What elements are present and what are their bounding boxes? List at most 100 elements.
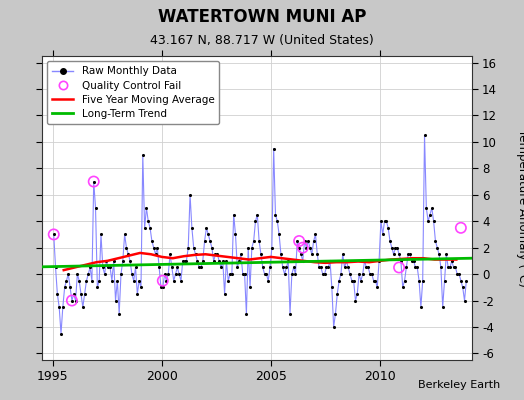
Point [284, 258, 292, 264]
Point [280, 271, 289, 277]
Point [64, 271, 72, 277]
Point [368, 271, 376, 277]
Point [397, 258, 405, 264]
Point [460, 297, 468, 304]
Point [204, 231, 212, 238]
Point [395, 251, 403, 258]
Point [409, 258, 418, 264]
Point [351, 297, 359, 304]
Point [366, 271, 374, 277]
Point [221, 291, 229, 297]
Point [226, 271, 234, 277]
Point [208, 244, 216, 251]
Point [224, 278, 233, 284]
Point [279, 264, 287, 271]
Point [82, 278, 91, 284]
Point [350, 278, 358, 284]
Point [159, 278, 167, 284]
Point [440, 278, 449, 284]
Point [378, 231, 387, 238]
Point [95, 278, 103, 284]
Point [433, 244, 441, 251]
Point [149, 244, 158, 251]
Point [282, 264, 291, 271]
Point [455, 271, 463, 277]
Point [135, 278, 144, 284]
Point [355, 271, 363, 277]
Point [266, 264, 274, 271]
Point [188, 225, 196, 231]
Point [442, 251, 451, 258]
Point [333, 291, 342, 297]
Point [140, 225, 149, 231]
Point [66, 284, 74, 290]
Point [97, 231, 105, 238]
Point [182, 258, 191, 264]
Point [408, 258, 416, 264]
Point [160, 271, 169, 277]
Point [269, 145, 278, 152]
Point [300, 238, 309, 244]
Point [413, 264, 421, 271]
Point [341, 264, 349, 271]
Point [384, 225, 392, 231]
Point [77, 291, 85, 297]
Point [255, 238, 263, 244]
Point [222, 258, 231, 264]
Point [206, 238, 214, 244]
Point [324, 264, 332, 271]
Point [353, 291, 362, 297]
Point [391, 244, 400, 251]
Point [386, 238, 394, 244]
Point [373, 284, 381, 290]
Point [244, 244, 253, 251]
Point [171, 271, 180, 277]
Point [364, 264, 373, 271]
Point [151, 251, 160, 258]
Point [177, 278, 185, 284]
Point [429, 218, 438, 224]
Point [215, 258, 223, 264]
Point [190, 244, 198, 251]
Point [375, 258, 383, 264]
Point [328, 284, 336, 290]
Point [253, 212, 261, 218]
Point [377, 218, 385, 224]
Point [252, 218, 260, 224]
Point [395, 264, 403, 271]
Point [60, 284, 69, 290]
Point [211, 251, 220, 258]
Point [458, 284, 467, 290]
Point [295, 238, 303, 244]
Point [302, 244, 311, 251]
Point [106, 264, 114, 271]
Point [157, 284, 165, 290]
Point [139, 152, 147, 158]
Point [144, 218, 152, 224]
Point [137, 284, 145, 290]
Point [128, 271, 136, 277]
Point [342, 258, 351, 264]
Point [166, 251, 174, 258]
Point [404, 251, 412, 258]
Point [237, 251, 245, 258]
Point [393, 244, 401, 251]
Point [71, 297, 80, 304]
Point [132, 264, 140, 271]
Point [257, 251, 265, 258]
Point [199, 258, 207, 264]
Point [337, 271, 345, 277]
Point [180, 258, 189, 264]
Point [51, 264, 60, 271]
Point [357, 278, 365, 284]
Point [346, 271, 354, 277]
Point [111, 297, 119, 304]
Point [306, 244, 314, 251]
Point [436, 264, 445, 271]
Point [53, 291, 61, 297]
Point [315, 264, 323, 271]
Point [101, 271, 109, 277]
Point [320, 271, 329, 277]
Point [406, 251, 414, 258]
Point [129, 278, 138, 284]
